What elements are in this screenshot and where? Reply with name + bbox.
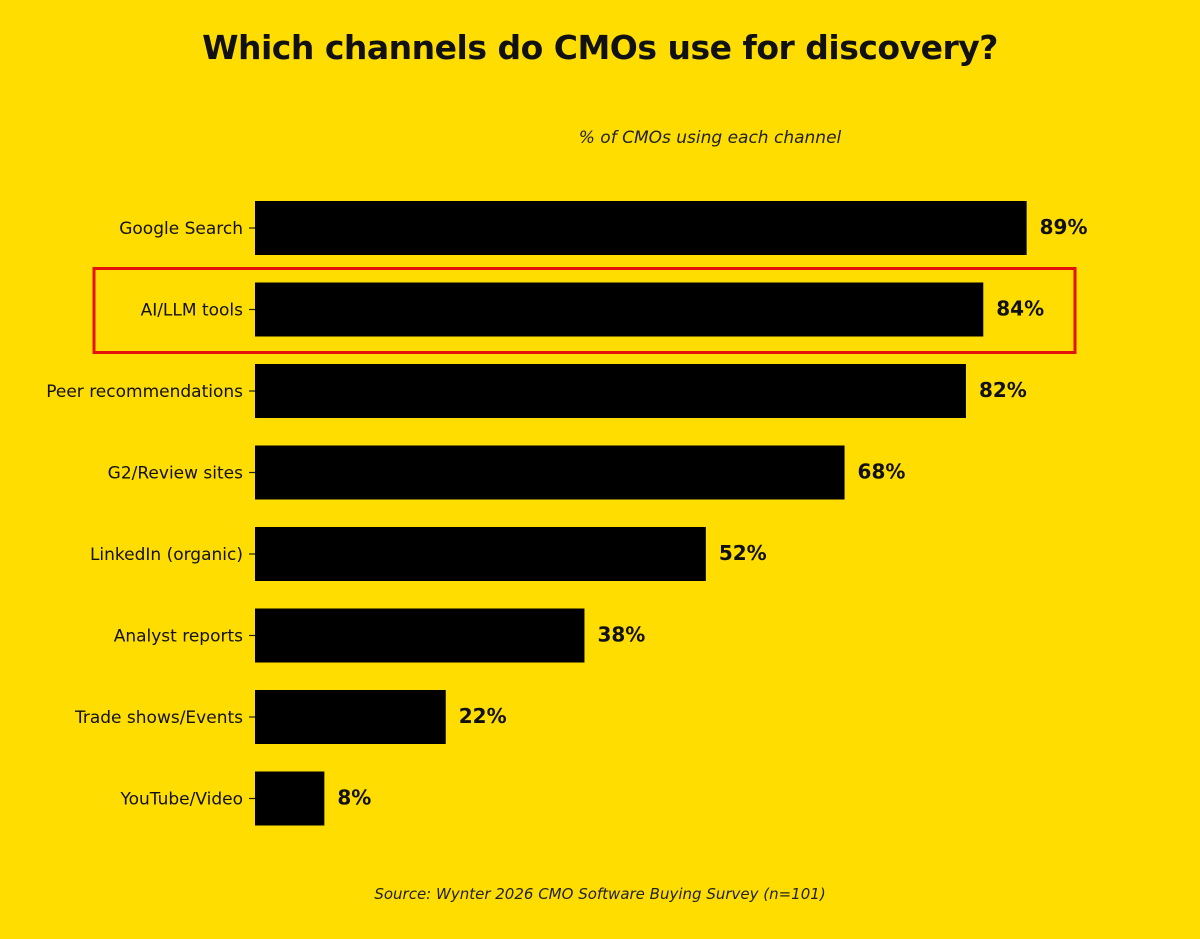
- bar: [255, 771, 325, 826]
- bar: [255, 608, 585, 663]
- value-label: 52%: [719, 541, 767, 565]
- bar: [255, 201, 1027, 255]
- value-label: 89%: [1040, 215, 1088, 239]
- value-label: 8%: [337, 786, 371, 810]
- value-label: 84%: [996, 297, 1044, 321]
- highlight-box: [92, 267, 1077, 354]
- source-note: Source: Wynter 2026 CMO Software Buying …: [374, 885, 826, 903]
- value-label: 22%: [459, 704, 507, 728]
- bar: [255, 282, 984, 337]
- bar: [255, 690, 446, 744]
- category-label: Google Search: [119, 219, 243, 239]
- bar: [255, 364, 966, 418]
- category-label: Trade shows/Events: [74, 708, 243, 728]
- category-label: LinkedIn (organic): [90, 545, 243, 565]
- value-label: 38%: [597, 623, 645, 647]
- value-label: 68%: [858, 460, 906, 484]
- value-label: 82%: [979, 378, 1027, 402]
- category-label: YouTube/Video: [120, 790, 244, 810]
- bar: [255, 527, 706, 581]
- bar: [255, 445, 845, 500]
- category-label: AI/LLM tools: [141, 301, 244, 321]
- category-label: Peer recommendations: [46, 382, 243, 402]
- chart-title: Which channels do CMOs use for discovery…: [202, 28, 998, 67]
- chart-subtitle: % of CMOs using each channel: [578, 128, 842, 148]
- category-label: G2/Review sites: [108, 464, 243, 484]
- category-label: Analyst reports: [114, 627, 243, 647]
